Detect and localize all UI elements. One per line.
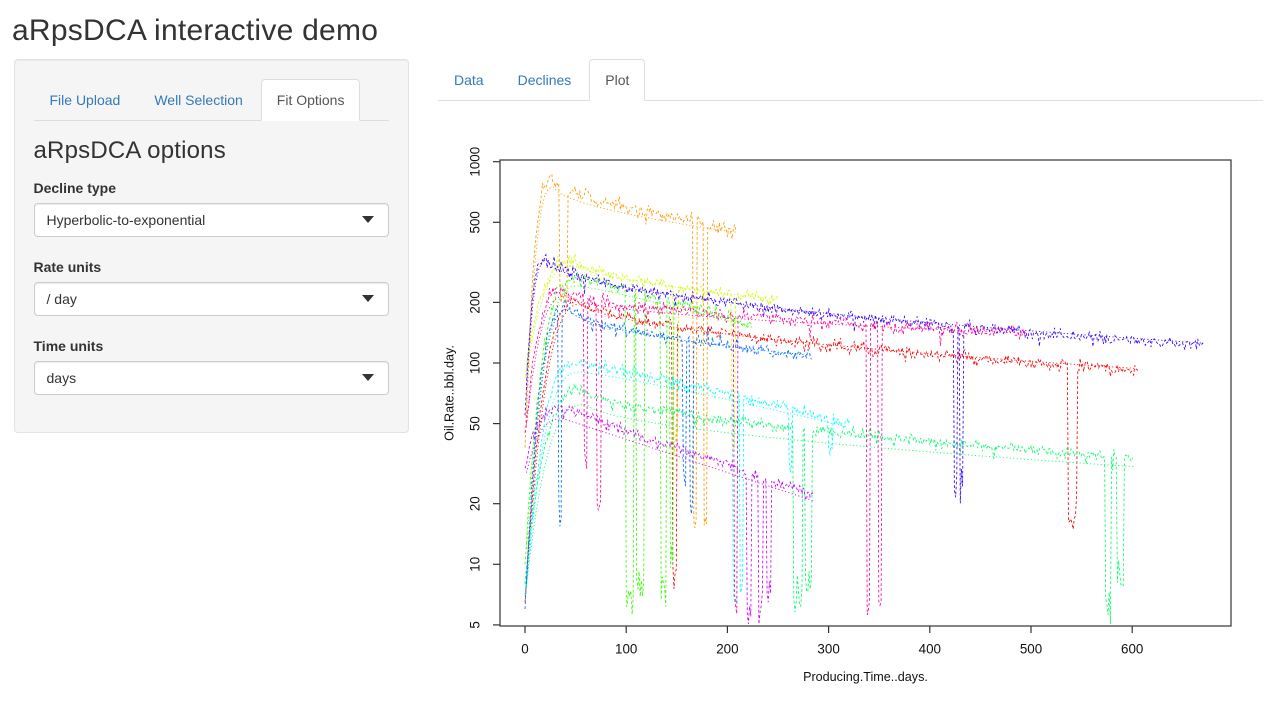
svg-text:Oil.Rate..bbl.day.: Oil.Rate..bbl.day. — [443, 345, 457, 441]
svg-text:500: 500 — [468, 211, 483, 233]
svg-text:50: 50 — [468, 416, 483, 431]
svg-text:Producing.Time..days.: Producing.Time..days. — [803, 670, 928, 684]
svg-text:300: 300 — [817, 642, 839, 657]
svg-text:400: 400 — [919, 642, 941, 657]
svg-text:500: 500 — [1020, 642, 1042, 657]
svg-text:600: 600 — [1121, 642, 1143, 657]
svg-text:10: 10 — [468, 557, 483, 572]
svg-text:100: 100 — [615, 642, 637, 657]
svg-text:20: 20 — [468, 496, 483, 511]
svg-text:100: 100 — [468, 352, 483, 374]
svg-text:0: 0 — [521, 642, 528, 657]
svg-text:5: 5 — [468, 621, 483, 628]
svg-text:200: 200 — [716, 642, 738, 657]
svg-text:1000: 1000 — [468, 147, 483, 177]
svg-text:200: 200 — [468, 291, 483, 313]
